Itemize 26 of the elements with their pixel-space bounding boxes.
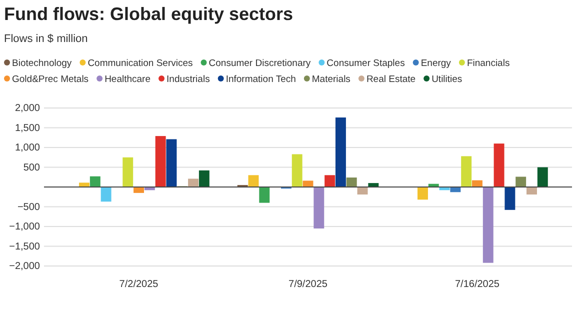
y-tick-label: 1,500: [14, 122, 40, 134]
legend-label: Healthcare: [104, 74, 151, 85]
chart-title: Fund flows: Global equity sectors: [4, 4, 294, 24]
x-tick-label: 7/16/2025: [454, 279, 500, 290]
x-tick-label: 7/2/2025: [119, 279, 159, 290]
chart-subtitle: Flows in $ million: [4, 33, 88, 45]
legend-label: Real Estate: [366, 74, 416, 85]
legend-label: Gold&Prec Metals: [12, 74, 89, 85]
legend-label: Industrials: [166, 74, 210, 85]
legend-label: Materials: [312, 74, 351, 85]
x-tick-label: 7/9/2025: [288, 279, 328, 290]
legend-label: Financials: [466, 58, 510, 69]
y-tick-label: 1,000: [14, 142, 40, 154]
legend-label: Consumer Staples: [326, 58, 406, 69]
legend-label: Communication Services: [88, 58, 194, 69]
y-tick-label: 2,000: [14, 103, 40, 114]
y-tick-label: −500: [17, 202, 40, 213]
legend-label: Utilities: [432, 74, 462, 85]
y-tick-label: −1,000: [9, 222, 40, 233]
legend-label: Energy: [420, 58, 452, 69]
y-tick-label: −1,500: [9, 241, 40, 252]
y-tick-label: 500: [23, 162, 40, 174]
legend-label: Information Tech: [226, 74, 296, 85]
y-tick-label: −2,000: [9, 261, 40, 272]
legend-label: Consumer Discretionary: [208, 58, 311, 69]
legend-label: Biotechnology: [12, 58, 72, 69]
